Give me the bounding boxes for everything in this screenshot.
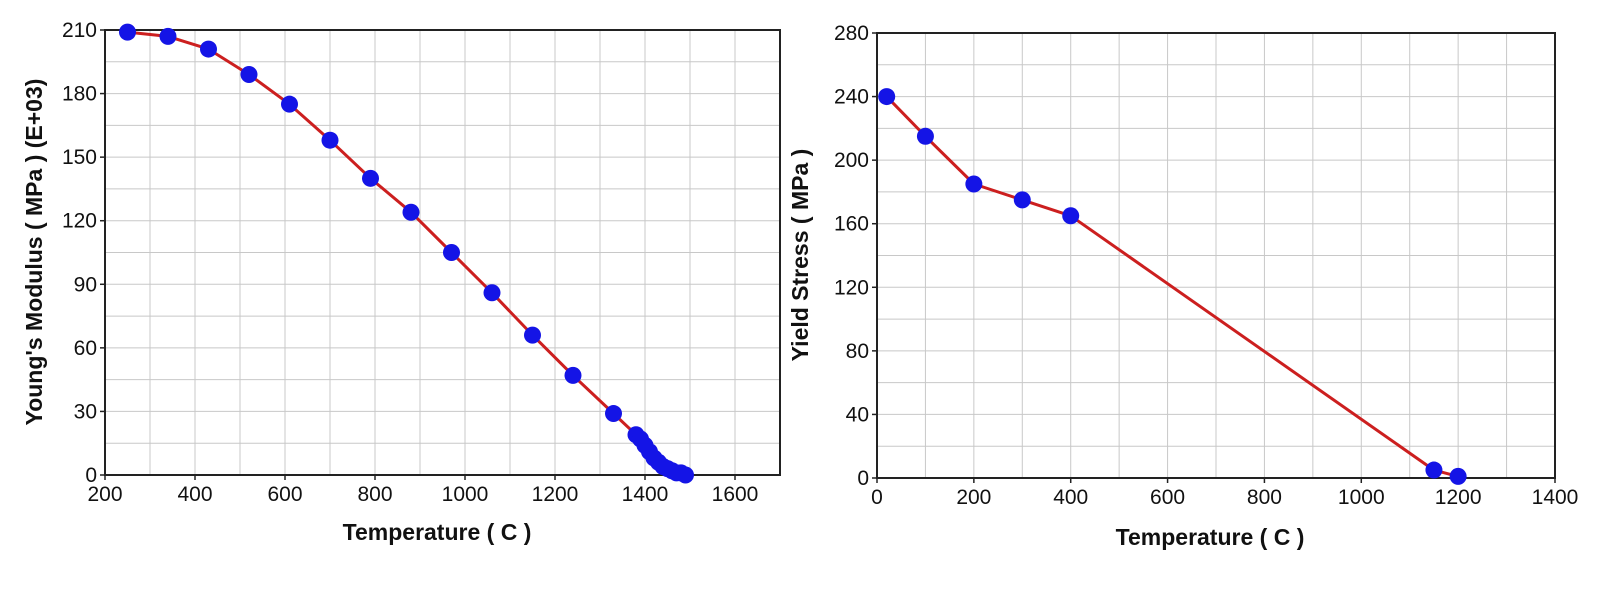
modulus-y-tick-label: 0 (85, 464, 97, 487)
yield-x-tick-label: 1200 (1435, 486, 1482, 509)
modulus-data-point (443, 244, 460, 261)
yield-data-point (916, 127, 934, 145)
yield-stress-chart: 0 200 400 600 800 1000 1200 1400 0 40 80 120 160 200 2… (787, 22, 1578, 550)
yield-x-axis-label: Temperature ( C ) (1116, 524, 1305, 550)
modulus-y-tick-label: 90 (74, 273, 97, 296)
modulus-y-tick-label: 210 (62, 19, 97, 42)
modulus-x-tick-label: 1400 (622, 483, 669, 506)
yield-x-tick-label: 0 (871, 486, 883, 509)
modulus-y-tick-label: 180 (62, 83, 97, 106)
modulus-x-tick-label: 200 (87, 483, 122, 506)
modulus-grid (104, 29, 781, 476)
yield-x-tick-label: 400 (1053, 486, 1088, 509)
yield-data-point (1013, 191, 1031, 209)
youngs-modulus-chart: 200 400 600 800 1000 1200 1400 1600 0 30 60 90 120 15… (21, 19, 781, 545)
modulus-x-tick-label: 1200 (532, 483, 579, 506)
yield-x-tick-label: 1400 (1532, 486, 1579, 509)
yield-y-tick-label: 80 (846, 340, 869, 363)
modulus-data-point (402, 203, 420, 221)
yield-data-point (1449, 467, 1467, 485)
modulus-data-point (159, 27, 177, 45)
yield-y-tick-label: 200 (834, 149, 869, 172)
yield-series (878, 88, 1467, 485)
modulus-data-point (524, 326, 541, 344)
modulus-data-point (362, 169, 379, 187)
modulus-x-tick-label: 1600 (712, 483, 759, 506)
yield-x-tick-label: 600 (1150, 486, 1185, 509)
yield-y-tick-label: 0 (857, 467, 869, 490)
yield-x-tick-label: 200 (956, 486, 991, 509)
yield-y-tick-label: 40 (846, 403, 869, 426)
modulus-y-tick-label: 60 (74, 337, 97, 360)
yield-data-point (1062, 207, 1080, 225)
modulus-data-point (281, 95, 298, 113)
modulus-data-point (564, 366, 582, 384)
yield-x-tick-label: 1000 (1338, 486, 1385, 509)
modulus-y-tick-label: 150 (62, 146, 97, 169)
modulus-data-point (321, 131, 339, 149)
modulus-y-axis-label: Young's Modulus ( MPa ) (E+03) (21, 79, 47, 426)
modulus-data-point (119, 23, 136, 41)
modulus-data-point (677, 466, 694, 484)
modulus-data-point (605, 405, 622, 423)
modulus-data-point (483, 284, 501, 302)
yield-y-tick-label: 240 (834, 86, 869, 109)
modulus-plot-frame (104, 29, 781, 476)
modulus-x-tick-label: 1000 (442, 483, 489, 506)
yield-data-point (1425, 461, 1443, 479)
modulus-x-tick-label: 800 (357, 483, 392, 506)
modulus-x-axis-label: Temperature ( C ) (343, 519, 532, 545)
modulus-data-point (240, 66, 258, 83)
modulus-x-tick-label: 400 (177, 483, 212, 506)
modulus-series (119, 23, 694, 484)
yield-data-point (965, 175, 983, 193)
modulus-y-tick-label: 30 (74, 400, 97, 423)
yield-y-tick-label: 280 (834, 22, 869, 45)
yield-plot-frame (876, 32, 1556, 479)
modulus-y-tick-label: 120 (62, 210, 97, 233)
modulus-data-point (200, 40, 217, 58)
yield-y-tick-label: 120 (834, 276, 869, 299)
yield-x-tick-label: 800 (1247, 486, 1282, 509)
yield-y-axis-label: Yield Stress ( MPa ) (787, 149, 813, 362)
modulus-x-tick-label: 600 (267, 483, 302, 506)
yield-y-tick-label: 160 (834, 213, 869, 236)
yield-data-point (878, 88, 896, 106)
